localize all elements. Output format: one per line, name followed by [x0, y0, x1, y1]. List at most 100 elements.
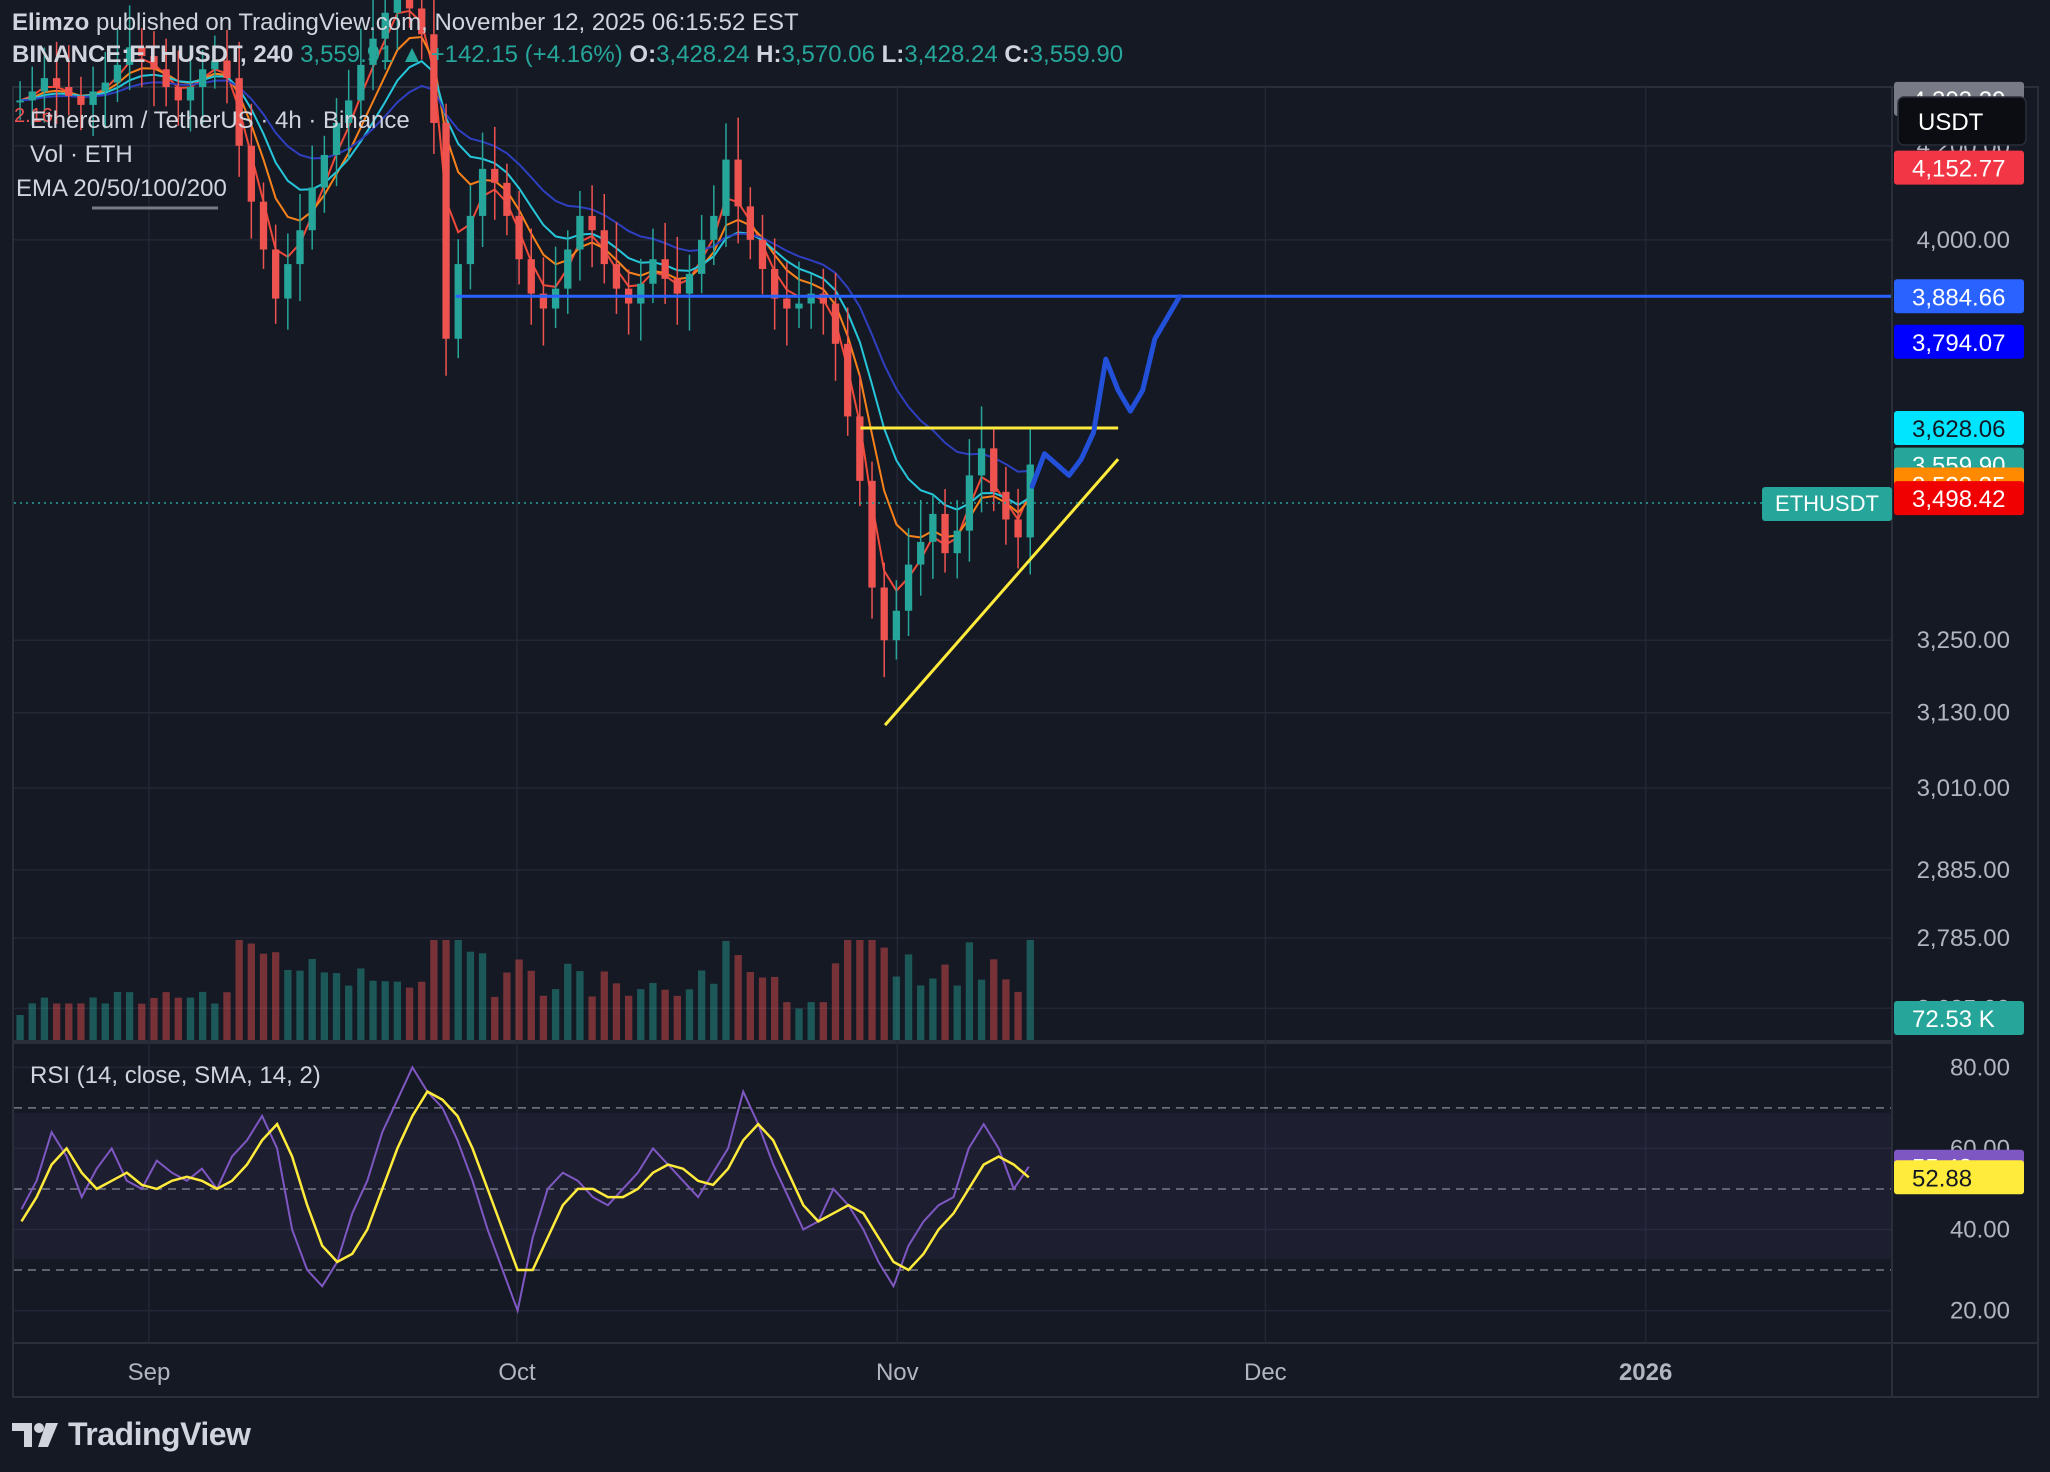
volume-bar	[101, 1003, 109, 1040]
candle-body	[831, 303, 840, 344]
volume-bar	[758, 977, 767, 1040]
candle-body	[320, 154, 329, 188]
candle-body	[259, 201, 268, 250]
candle-body	[150, 56, 158, 70]
candle-body	[819, 293, 827, 304]
ascending-trendline	[883, 458, 1120, 727]
volume-bar	[917, 985, 925, 1040]
volume-bar	[685, 989, 694, 1040]
candle-body	[941, 513, 949, 554]
volume-bar	[150, 997, 158, 1040]
candle-body	[734, 159, 742, 207]
time-tick-label: Oct	[498, 1359, 536, 1386]
candle-body	[856, 416, 864, 481]
candle-body	[1014, 519, 1022, 538]
volume-bar	[466, 951, 475, 1040]
volume-bar	[977, 979, 986, 1040]
candle-body	[211, 60, 219, 70]
price-tag-volume: 72.53 K	[1912, 1006, 1995, 1033]
price-tag-resistance: 3,884.66	[1912, 284, 2005, 311]
rsi-band	[14, 1113, 1891, 1259]
currency-button[interactable]: USDT	[1918, 109, 1984, 136]
candle-body	[393, 0, 402, 13]
candle-body	[430, 34, 438, 123]
volume-bar	[990, 959, 998, 1040]
candle-body	[612, 264, 621, 289]
candle-body	[442, 122, 450, 339]
volume-bar	[722, 940, 730, 1040]
symbol-name[interactable]: BINANCE:ETHUSDT, 240	[12, 41, 294, 68]
volume-bar	[332, 973, 341, 1040]
volume-bar	[1002, 979, 1010, 1040]
candles	[16, 0, 1034, 678]
candle-body	[296, 230, 304, 265]
candle-body	[16, 100, 24, 103]
candle-body	[649, 259, 657, 284]
candle-body	[710, 215, 718, 240]
volume-bar	[771, 976, 779, 1040]
candle-body	[515, 215, 523, 260]
candle-body	[272, 249, 280, 299]
candle-body	[783, 298, 791, 309]
symbol-tag: ETHUSDT	[1775, 491, 1879, 516]
volume-bar	[844, 940, 852, 1040]
rsi-tick-label: 40.00	[1950, 1216, 2010, 1243]
candle-body	[551, 288, 560, 309]
volume-bar	[929, 978, 937, 1040]
publish-text: published on TradingView.com, November 1…	[96, 9, 799, 36]
candle-body	[600, 230, 608, 265]
open-value: 3,428.24	[656, 41, 750, 68]
volume-bar	[527, 970, 535, 1040]
candle-body	[673, 278, 681, 294]
price-tag-ema200-bg	[1894, 324, 2024, 359]
volume-bar	[868, 940, 876, 1040]
volume-bar	[624, 995, 633, 1040]
volume-bar	[795, 1008, 803, 1040]
volume-bar	[113, 991, 122, 1040]
candle-body	[844, 343, 852, 417]
candle-body	[113, 64, 122, 83]
volume-bar	[357, 968, 365, 1040]
candle-body	[977, 448, 986, 476]
volume-bar	[880, 947, 888, 1040]
candle-body	[758, 239, 767, 269]
candle-body	[174, 87, 182, 101]
volume-bar	[320, 972, 329, 1040]
chart-header: Elimzo published on TradingView.com, Nov…	[12, 8, 1123, 72]
volume-bar	[40, 997, 49, 1040]
footer-brand-text: TradingView	[68, 1416, 251, 1452]
candle-body	[539, 293, 548, 309]
volume-bar	[405, 987, 414, 1040]
candle-body	[65, 87, 73, 96]
last-price: 3,559.91	[300, 41, 394, 68]
volume-bar	[1026, 940, 1034, 1040]
volume-bar	[296, 970, 304, 1040]
candle-body	[746, 206, 754, 240]
volume-bar	[381, 981, 389, 1040]
author-name[interactable]: Elimzo	[12, 9, 90, 36]
candle-body	[807, 293, 815, 304]
volume-bar	[345, 985, 353, 1040]
price-tick-label: 2,885.00	[1917, 857, 2010, 884]
volume-bar	[52, 1003, 61, 1040]
volume-bar	[697, 970, 706, 1040]
volume-bar	[89, 997, 97, 1040]
candle-body	[308, 187, 316, 231]
ema100-line	[19, 60, 1031, 511]
candle-body	[588, 215, 596, 231]
price-tick-label: 3,130.00	[1917, 700, 2010, 727]
volume-bar	[673, 995, 681, 1040]
volume-bars	[16, 940, 1034, 1040]
currency-button-bg[interactable]	[1897, 96, 2027, 146]
volume-bar	[856, 940, 864, 1040]
volume-bar	[503, 972, 511, 1040]
footer-brand[interactable]: TradingView	[12, 1416, 251, 1453]
symbol-tag-bg	[1762, 487, 1892, 521]
price-tick-label: 3,010.00	[1917, 775, 2010, 802]
candle-body	[345, 100, 353, 123]
candle-body	[564, 249, 572, 289]
volume-bar	[637, 989, 645, 1040]
rsi-sma-tag-bg	[1894, 1160, 2024, 1195]
price-tag-resistance-bg	[1894, 279, 2024, 314]
volume-bar	[564, 963, 572, 1040]
